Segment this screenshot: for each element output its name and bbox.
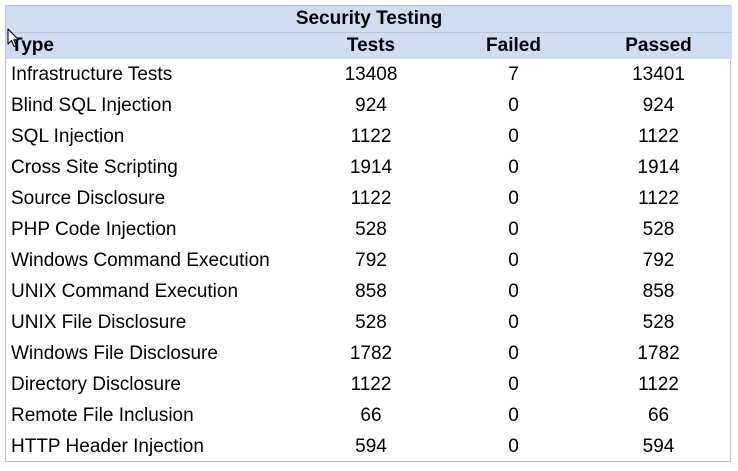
cell-tests: 1914 [349, 156, 393, 178]
table-row: UNIX Command Execution 858 0 858 [6, 276, 732, 307]
cell-tests: 1122 [350, 373, 392, 395]
cell-failed: 0 [508, 94, 519, 116]
cell-passed: 792 [642, 249, 675, 271]
table-title-row: Security Testing [6, 6, 733, 33]
cell-type: Blind SQL Injection [11, 94, 172, 116]
security-testing-table-frame: Security Testing Type Tests Failed Passe… [5, 5, 733, 462]
table-row: Windows File Disclosure 1782 0 1782 [6, 338, 732, 369]
cell-failed: 0 [508, 435, 519, 457]
cell-failed: 0 [508, 373, 519, 395]
column-header-passed[interactable]: Passed [585, 32, 733, 59]
cell-type: UNIX File Disclosure [11, 311, 187, 333]
table-row: Cross Site Scripting 1914 0 1914 [6, 152, 732, 183]
cell-tests: 1122 [350, 125, 392, 147]
cell-passed: 66 [647, 404, 670, 426]
cell-passed: 13401 [632, 63, 685, 85]
cell-failed: 0 [508, 125, 519, 147]
table-row: Directory Disclosure 1122 0 1122 [6, 369, 732, 400]
cell-failed: 0 [508, 342, 519, 364]
cell-tests: 528 [355, 311, 387, 333]
cell-passed: 1914 [637, 156, 680, 178]
table-header-row: Type Tests Failed Passed [6, 32, 733, 59]
table-row: HTTP Header Injection 594 0 594 [6, 431, 732, 462]
cell-failed: 0 [508, 249, 519, 271]
cell-type: Cross Site Scripting [11, 156, 178, 178]
cell-passed: 1122 [638, 373, 679, 395]
table-row: SQL Injection 1122 0 1122 [6, 121, 732, 152]
table-row: PHP Code Injection 528 0 528 [6, 214, 732, 245]
cell-type: Infrastructure Tests [11, 63, 173, 85]
cell-passed: 924 [642, 94, 675, 116]
table-row: Blind SQL Injection 924 0 924 [6, 90, 732, 121]
cell-failed: 7 [508, 63, 519, 85]
cell-failed: 0 [508, 187, 519, 209]
table-row: Source Disclosure 1122 0 1122 [6, 183, 732, 214]
cell-tests: 66 [360, 404, 382, 426]
cell-type: Windows File Disclosure [11, 342, 218, 364]
cell-type: SQL Injection [11, 125, 125, 147]
cell-failed: 0 [508, 218, 519, 240]
cell-passed: 594 [642, 435, 675, 457]
cell-tests: 1782 [349, 342, 393, 364]
cell-passed: 858 [642, 280, 675, 302]
cell-failed: 0 [508, 156, 519, 178]
cell-tests: 594 [355, 435, 387, 457]
cell-type: HTTP Header Injection [11, 435, 204, 457]
column-header-failed[interactable]: Failed [442, 32, 585, 59]
column-header-type[interactable]: Type [6, 32, 300, 59]
cell-type: Remote File Inclusion [11, 404, 194, 426]
cell-tests: 13408 [344, 63, 398, 85]
table-row: Windows Command Execution 792 0 792 [6, 245, 732, 276]
cell-passed: 528 [642, 218, 675, 240]
cell-tests: 528 [355, 218, 387, 240]
cell-tests: 858 [355, 280, 387, 302]
cell-passed: 1122 [638, 187, 679, 209]
cell-tests: 792 [355, 249, 387, 271]
cell-passed: 528 [642, 311, 675, 333]
security-testing-table: Security Testing Type Tests Failed Passe… [6, 6, 733, 462]
cell-passed: 1782 [637, 342, 680, 364]
cell-type: Directory Disclosure [11, 373, 181, 395]
table-row: Remote File Inclusion 66 0 66 [6, 400, 732, 431]
cell-failed: 0 [508, 280, 519, 302]
column-header-tests[interactable]: Tests [300, 32, 442, 59]
cell-failed: 0 [508, 311, 519, 333]
table-row: Infrastructure Tests 13408 7 13401 [6, 59, 732, 90]
cell-tests: 1122 [350, 187, 392, 209]
cell-failed: 0 [508, 404, 519, 426]
cell-type: Source Disclosure [11, 187, 166, 209]
cell-type: UNIX Command Execution [11, 280, 239, 302]
cell-type: PHP Code Injection [11, 218, 177, 240]
cell-tests: 924 [355, 94, 387, 116]
table-row: UNIX File Disclosure 528 0 528 [6, 307, 732, 338]
cell-passed: 1122 [638, 125, 679, 147]
table-title: Security Testing [6, 6, 733, 33]
cell-type: Windows Command Execution [11, 249, 270, 271]
